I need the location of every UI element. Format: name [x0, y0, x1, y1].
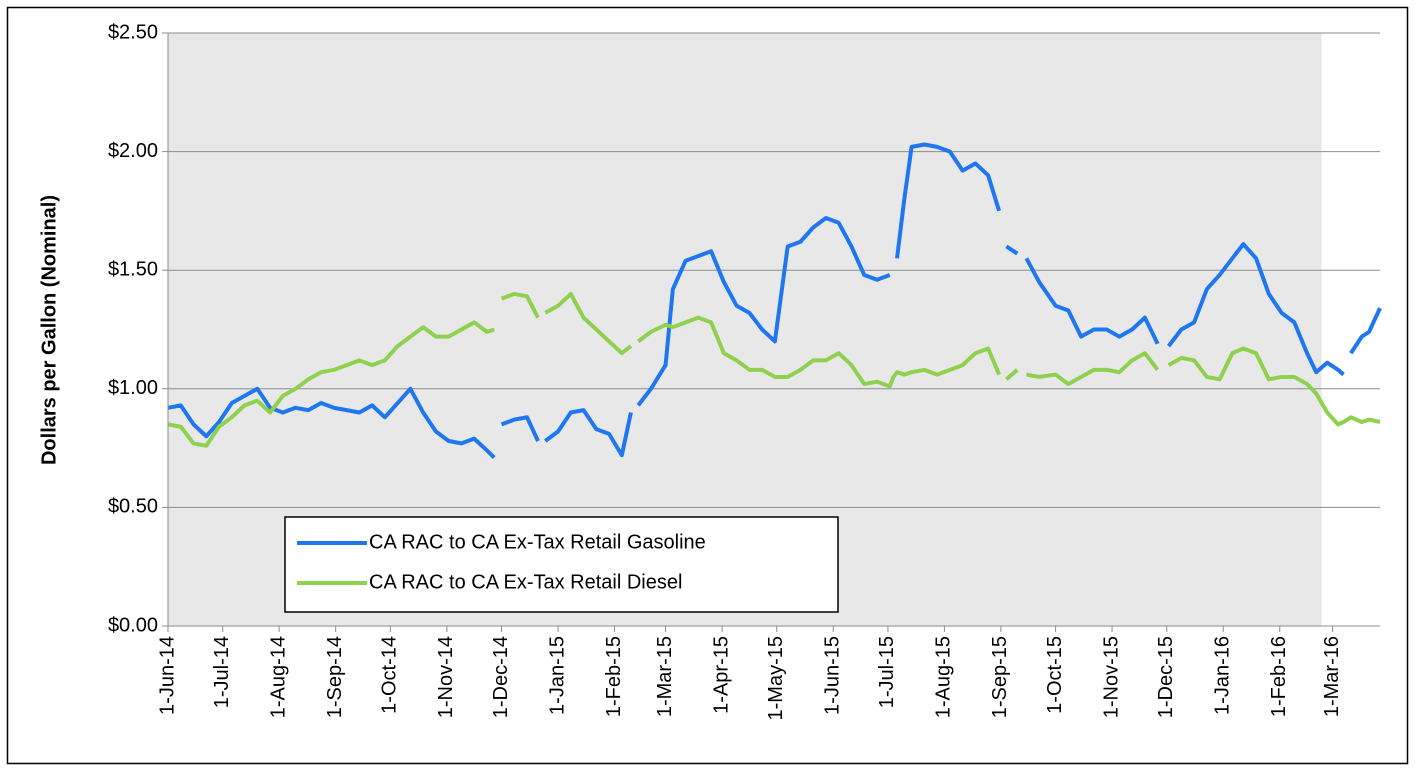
y-tick-label: $0.50	[108, 496, 158, 518]
x-tick-label: 1-Feb-16	[1268, 636, 1290, 717]
series-line	[167, 142, 1382, 460]
x-tick-label: 1-Jan-15	[546, 636, 568, 715]
x-tick-label: 1-Apr-15	[710, 636, 732, 714]
x-tick-label: 1-Oct-15	[1044, 636, 1066, 714]
x-tick-label: 1-Aug-14	[267, 636, 289, 718]
y-tick-label: $1.50	[108, 258, 158, 280]
axes: $0.00 $0.50 $1.00 $1.50 $2.00 $2.50 1-Jun-14 1-…	[108, 21, 1380, 720]
x-tick-label: 1-Jan-16	[1212, 636, 1234, 715]
legend-label: CA RAC to CA Ex-Tax Retail Gasoline	[369, 531, 706, 553]
y-tick-label: $2.00	[108, 140, 158, 162]
x-tick-label: 1-May-15	[765, 636, 787, 720]
legend-box	[284, 516, 839, 613]
y-tick-label: $1.00	[108, 377, 158, 399]
lines	[167, 142, 1382, 460]
x-tick-label: 1-Nov-15	[1100, 636, 1122, 718]
grid	[168, 32, 1380, 627]
legend: CA RAC to CA Ex-Tax Retail Gasoline CA RA…	[284, 516, 839, 613]
legend-label: CA RAC to CA Ex-Tax Retail Diesel	[369, 571, 682, 593]
x-tick-label: 1-Dec-15	[1155, 636, 1177, 718]
x-tick-label: 1-Mar-16	[1321, 636, 1343, 717]
series-line	[167, 291, 1381, 448]
x-tick-label: 1-Feb-15	[603, 636, 625, 717]
y-tick-label: $2.50	[108, 21, 158, 43]
x-tick-label: 1-Dec-14	[490, 636, 512, 718]
x-tick-label: 1-Jul-14	[211, 636, 233, 708]
x-tick-label: 1-Nov-14	[435, 636, 457, 718]
x-tick-label: 1-Sep-15	[989, 636, 1011, 718]
x-tick-label: 1-Mar-15	[654, 636, 676, 717]
x-tick-label: 1-Jun-14	[156, 636, 178, 715]
y-axis-title: Dollars per Gallon (Nominal)	[38, 195, 60, 465]
x-tick-label: 1-Aug-15	[933, 636, 955, 718]
x-tick-label: 1-Oct-14	[379, 636, 401, 714]
y-tick-label: $0.00	[108, 614, 158, 636]
x-tick-label: 1-Jun-15	[822, 636, 844, 715]
x-tick-label: 1-Jul-15	[876, 636, 898, 708]
x-tick-label: 1-Sep-14	[324, 636, 346, 718]
